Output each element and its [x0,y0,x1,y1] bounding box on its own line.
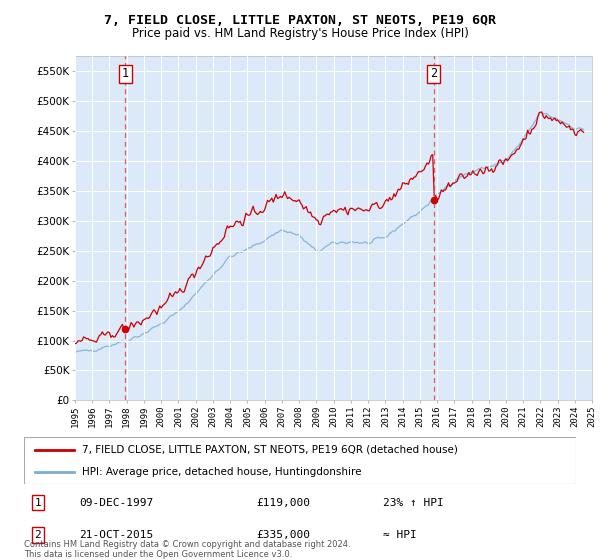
Text: 7, FIELD CLOSE, LITTLE PAXTON, ST NEOTS, PE19 6QR: 7, FIELD CLOSE, LITTLE PAXTON, ST NEOTS,… [104,14,496,27]
Text: 2: 2 [34,530,41,540]
Text: HPI: Average price, detached house, Huntingdonshire: HPI: Average price, detached house, Hunt… [82,466,361,477]
Text: 1: 1 [34,498,41,507]
Text: 23% ↑ HPI: 23% ↑ HPI [383,498,443,507]
Text: ≈ HPI: ≈ HPI [383,530,416,540]
Text: Price paid vs. HM Land Registry's House Price Index (HPI): Price paid vs. HM Land Registry's House … [131,27,469,40]
Text: 2: 2 [430,67,437,81]
Text: £335,000: £335,000 [256,530,310,540]
Text: £119,000: £119,000 [256,498,310,507]
Text: Contains HM Land Registry data © Crown copyright and database right 2024.
This d: Contains HM Land Registry data © Crown c… [24,540,350,559]
Text: 7, FIELD CLOSE, LITTLE PAXTON, ST NEOTS, PE19 6QR (detached house): 7, FIELD CLOSE, LITTLE PAXTON, ST NEOTS,… [82,445,458,455]
Text: 1: 1 [122,67,129,81]
Text: 09-DEC-1997: 09-DEC-1997 [79,498,154,507]
Text: 21-OCT-2015: 21-OCT-2015 [79,530,154,540]
